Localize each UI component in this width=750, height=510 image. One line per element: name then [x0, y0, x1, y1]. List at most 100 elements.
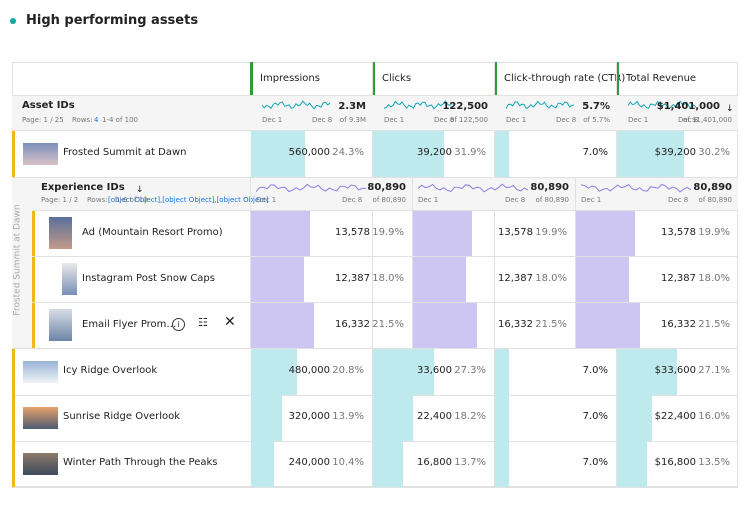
- thumbnail: [23, 453, 58, 475]
- bar: [251, 211, 310, 256]
- metric-of: of 5.7%: [583, 116, 610, 124]
- spark-start: Dec 1: [581, 196, 602, 204]
- breakdown-button[interactable]: ☷: [198, 316, 208, 329]
- close-button[interactable]: ✕: [224, 314, 236, 330]
- column-accent: [494, 62, 497, 95]
- bar: [576, 211, 635, 256]
- cell-value: 7.0%: [582, 147, 608, 158]
- cell-share: 13.5%: [698, 457, 730, 468]
- cell-share: 27.3%: [454, 365, 486, 376]
- cell-share: 10.4%: [332, 457, 364, 468]
- bar: [251, 131, 305, 177]
- cell-value: 13,578: [661, 226, 696, 238]
- cell-share: 13.9%: [332, 411, 364, 422]
- info-button[interactable]: i: [172, 318, 185, 331]
- cell-value: 16,332: [498, 318, 533, 330]
- row-divider: [32, 302, 738, 303]
- cell-value: 240,000: [288, 457, 330, 468]
- asset-name[interactable]: Sunrise Ridge Overlook: [63, 411, 181, 422]
- metric-of: of 80,890: [698, 196, 732, 204]
- spark-end: Dec 8: [556, 116, 577, 124]
- bar: [495, 441, 509, 487]
- cell-value: 560,000: [288, 147, 330, 158]
- bar: [617, 395, 653, 441]
- metric-total: 122,500: [442, 101, 488, 112]
- column-header[interactable]: Clicks: [382, 73, 412, 84]
- rows-label: Rows:: [72, 116, 93, 124]
- row-accent: [12, 441, 15, 487]
- dim-label: Experience IDs: [41, 182, 125, 193]
- column-header[interactable]: Click-through rate (CTR): [504, 73, 626, 84]
- row-accent: [32, 257, 35, 302]
- bar: [413, 211, 472, 256]
- cell-value: 480,000: [288, 365, 330, 376]
- column-divider: [412, 178, 413, 348]
- dim-label: Asset IDs: [22, 100, 75, 111]
- cell-share: 21.5%: [372, 318, 404, 330]
- page-info: Page: 1 / 2: [41, 196, 79, 204]
- sparkline: [506, 100, 574, 110]
- bar: [576, 257, 630, 302]
- column-accent: [250, 62, 253, 95]
- cell-share: 18.2%: [454, 411, 486, 422]
- cell-share: 18.0%: [372, 272, 404, 284]
- bar: [251, 441, 275, 487]
- rows-count[interactable]: [object Object],[object Object],[object …: [108, 196, 269, 204]
- cell-share: 20.8%: [332, 365, 364, 376]
- spark-start: Dec 1: [262, 116, 283, 124]
- bar: [617, 441, 647, 487]
- metric-total: 5.7%: [582, 101, 610, 112]
- cell-value: 7.0%: [582, 457, 608, 468]
- cell-value: 7.0%: [582, 411, 608, 422]
- bar: [373, 441, 404, 487]
- cell-share: 27.1%: [698, 365, 730, 376]
- cell-share: 18.0%: [535, 272, 567, 284]
- bar: [617, 349, 678, 395]
- cell-share: 19.9%: [372, 226, 404, 238]
- cell-value: $39,200: [654, 147, 696, 158]
- sparkline: [262, 100, 330, 110]
- column-header[interactable]: Impressions: [260, 73, 320, 84]
- sparkline: [418, 183, 528, 193]
- range: 1-6 of 10: [116, 196, 148, 204]
- row-accent: [12, 349, 15, 395]
- cell-share: 24.3%: [332, 147, 364, 158]
- thumbnail: [23, 143, 58, 165]
- metric-total: 80,890: [367, 182, 406, 193]
- spark-start: Dec 1: [384, 116, 405, 124]
- bar: [373, 349, 434, 395]
- spark-end: Dec 8: [312, 116, 333, 124]
- experience-name[interactable]: Ad (Mountain Resort Promo): [82, 227, 223, 238]
- column-accent: [372, 62, 375, 95]
- row-accent: [32, 211, 35, 256]
- asset-name[interactable]: Icy Ridge Overlook: [63, 365, 158, 376]
- cell-share: 21.5%: [698, 318, 730, 330]
- metric-of: of 9.3M: [339, 116, 366, 124]
- experience-name[interactable]: Email Flyer Prom…: [82, 319, 177, 330]
- rows-count[interactable]: 4: [94, 116, 99, 124]
- bar: [251, 303, 315, 348]
- bar: [373, 395, 414, 441]
- row-divider: [12, 130, 738, 131]
- row-divider: [12, 487, 738, 488]
- thumbnail: [62, 263, 77, 295]
- row-divider: [32, 256, 738, 257]
- spark-start: Dec 1: [256, 196, 277, 204]
- cell-value: 12,387: [335, 272, 370, 284]
- cell-share: 31.9%: [454, 147, 486, 158]
- cell-value: 320,000: [288, 411, 330, 422]
- asset-name[interactable]: Frosted Summit at Dawn: [63, 147, 187, 158]
- sparkline: [256, 183, 366, 193]
- sort-icon: ↓: [726, 104, 734, 114]
- cell-share: 19.9%: [698, 226, 730, 238]
- asset-name[interactable]: Winter Path Through the Peaks: [63, 457, 218, 468]
- metric-total: $1,401,000: [656, 101, 720, 112]
- sparkline: [384, 100, 452, 110]
- experience-name[interactable]: Instagram Post Snow Caps: [82, 273, 215, 284]
- column-header[interactable]: Total Revenue: [626, 73, 697, 84]
- cell-value: 33,600: [417, 365, 452, 376]
- row-divider: [32, 210, 738, 211]
- breakdown-gutter: [12, 178, 32, 348]
- cell-share: 13.7%: [454, 457, 486, 468]
